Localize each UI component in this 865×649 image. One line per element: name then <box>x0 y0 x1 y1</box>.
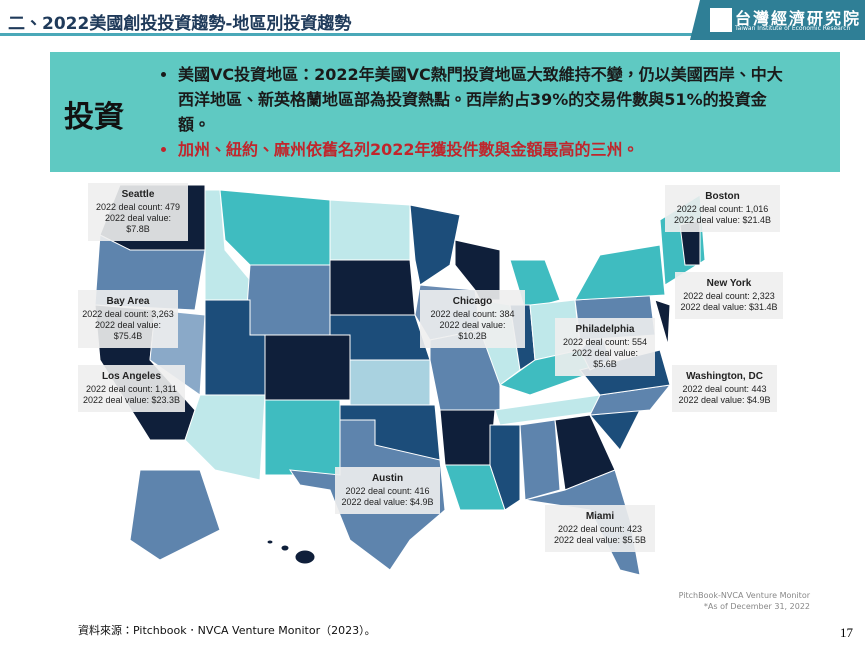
callout-count: 2022 deal count: 554 <box>562 337 648 347</box>
callout-count: 2022 deal count: 479 <box>95 202 181 212</box>
callout-count: 2022 deal count: 1,311 <box>86 384 177 394</box>
logo-subtitle: Taiwan Institute of Economic Research <box>735 25 851 32</box>
callout-city: Austin <box>371 473 404 484</box>
bullet: 美國VC投資地區：2022年美國VC熱門投資地區大致維持不變，仍以美國西岸、中大… <box>178 62 798 137</box>
summary-label: 投資 <box>64 100 124 135</box>
callout-city: New York <box>706 278 752 289</box>
callout-city: Philadelphia <box>575 324 635 335</box>
callout-value: 2022 deal value: $4.9B <box>678 395 771 405</box>
callout-value: 2022 deal value: $23.3B <box>82 395 181 405</box>
callout-city: Washington, DC <box>686 371 763 382</box>
callout-count: 2022 deal count: 1,016 <box>676 204 769 214</box>
callout-city: Boston <box>705 191 740 202</box>
callout-value: 2022 deal value: $31.4B <box>680 302 778 312</box>
callout: Seattle 2022 deal count: 479 2022 deal val… <box>88 183 188 241</box>
callout-value: 2022 deal value: $10.2B <box>439 320 506 341</box>
map-credit: PitchBook-NVCA Venture Monitor *As of De… <box>679 590 810 612</box>
callout-count: 2022 deal count: 416 <box>345 486 430 496</box>
callout: Philadelphia 2022 deal count: 554 2022 dea… <box>555 318 655 376</box>
logo-band <box>690 0 865 40</box>
callout-value: 2022 deal value: $5.5B <box>553 535 647 545</box>
logo-name: 台灣經濟研究院 <box>735 9 862 28</box>
as-of: *As of December 31, 2022 <box>703 602 810 611</box>
callout: Boston 2022 deal count: 1,016 2022 deal va… <box>665 185 780 232</box>
callout: Chicago 2022 deal count: 384 2022 deal val… <box>420 290 525 348</box>
callout-value: 2022 deal value: $7.8B <box>104 213 172 234</box>
source-note: 資料來源：Pitchbook．NVCA Venture Monitor（2023… <box>78 624 376 637</box>
callout-count: 2022 deal count: 384 <box>430 309 515 319</box>
callout-city: Seattle <box>121 189 155 200</box>
callout: Austin 2022 deal count: 416 2022 deal valu… <box>335 467 440 514</box>
summary-bullets: 美國VC投資地區：2022年美國VC熱門投資地區大致維持不變，仍以美國西岸、中大… <box>160 62 798 162</box>
callout: Miami 2022 deal count: 423 2022 deal value… <box>545 505 655 552</box>
callout: Washington, DC 2022 deal count: 443 2022 d… <box>672 365 777 412</box>
credit: PitchBook-NVCA Venture Monitor <box>678 591 810 600</box>
slide-title: 二、2022美國創投投資趨勢-地區別投資趨勢 <box>8 14 352 34</box>
page-number: 17 <box>840 625 853 640</box>
callout-city: Chicago <box>452 296 493 307</box>
callout-city: Los Angeles <box>101 371 162 382</box>
summary-box <box>50 52 840 172</box>
callout-value: 2022 deal value: $21.4B <box>673 215 772 225</box>
callout: Los Angeles 2022 deal count: 1,311 2022 de… <box>78 365 185 412</box>
callout-count: 2022 deal count: 423 <box>557 524 643 534</box>
callout-count: 2022 deal count: 443 <box>682 384 767 394</box>
callout-city: Miami <box>585 511 615 522</box>
logo-icon <box>710 8 732 32</box>
header-rule <box>0 33 700 36</box>
bullet: 加州、紐約、麻州依舊名列2022年獲投件數與金額最高的三州。 <box>178 137 798 162</box>
callout: Bay Area 2022 deal count: 3,263 2022 deal … <box>78 290 178 348</box>
callout: New York 2022 deal count: 2,323 2022 deal … <box>675 272 783 319</box>
callout-count: 2022 deal count: 2,323 <box>683 291 775 301</box>
callout-value: 2022 deal value: $4.9B <box>341 497 434 507</box>
callout-value: 2022 deal value: $75.4B <box>94 320 162 341</box>
callout-city: Bay Area <box>106 296 150 307</box>
callout-value: 2022 deal value: $5.6B <box>571 348 639 369</box>
callout-count: 2022 deal count: 3,263 <box>82 309 174 319</box>
